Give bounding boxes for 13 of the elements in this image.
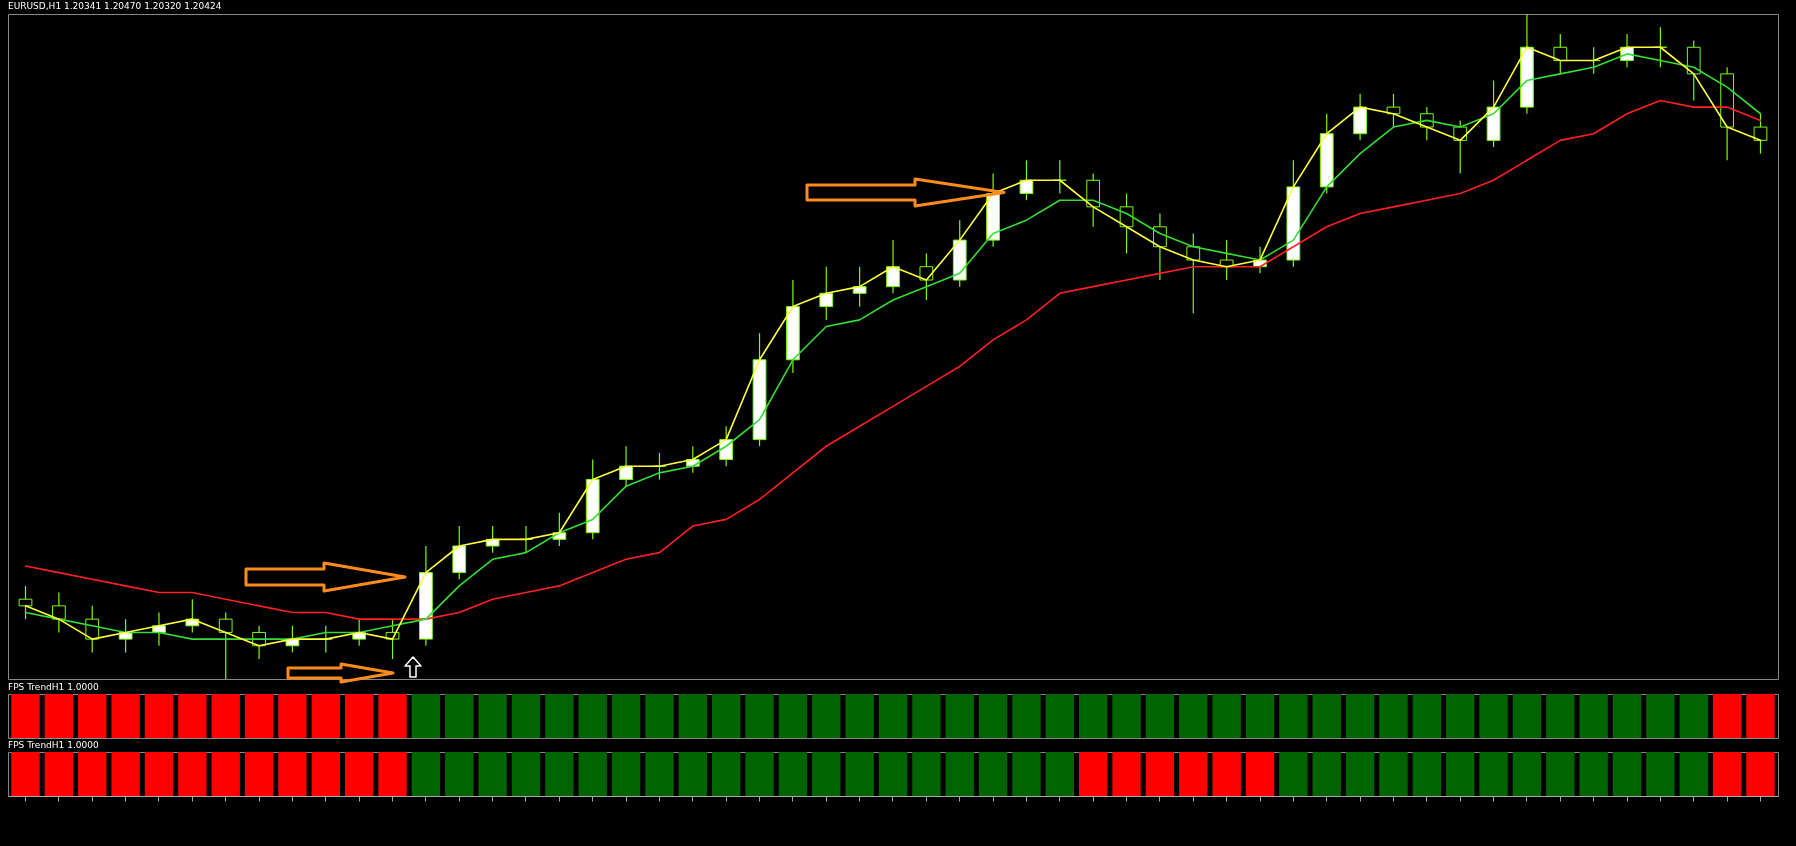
candlestick [18,585,33,620]
candlestick [819,266,834,321]
chart-title: EURUSD,H1 1.20341 1.20470 1.20320 1.20424 [8,1,222,12]
chart-title: FPS TrendH1 1.0000 [8,682,99,692]
candlestick [52,591,66,634]
candlestick [1753,113,1768,155]
candlestick [1386,93,1401,128]
candlestick [852,266,867,308]
candlestick [1019,159,1034,201]
candlestick [886,239,900,294]
candlestick [1553,33,1568,75]
chart-title: FPS TrendH1 1.0000 [8,740,99,750]
candlestick [619,445,633,487]
